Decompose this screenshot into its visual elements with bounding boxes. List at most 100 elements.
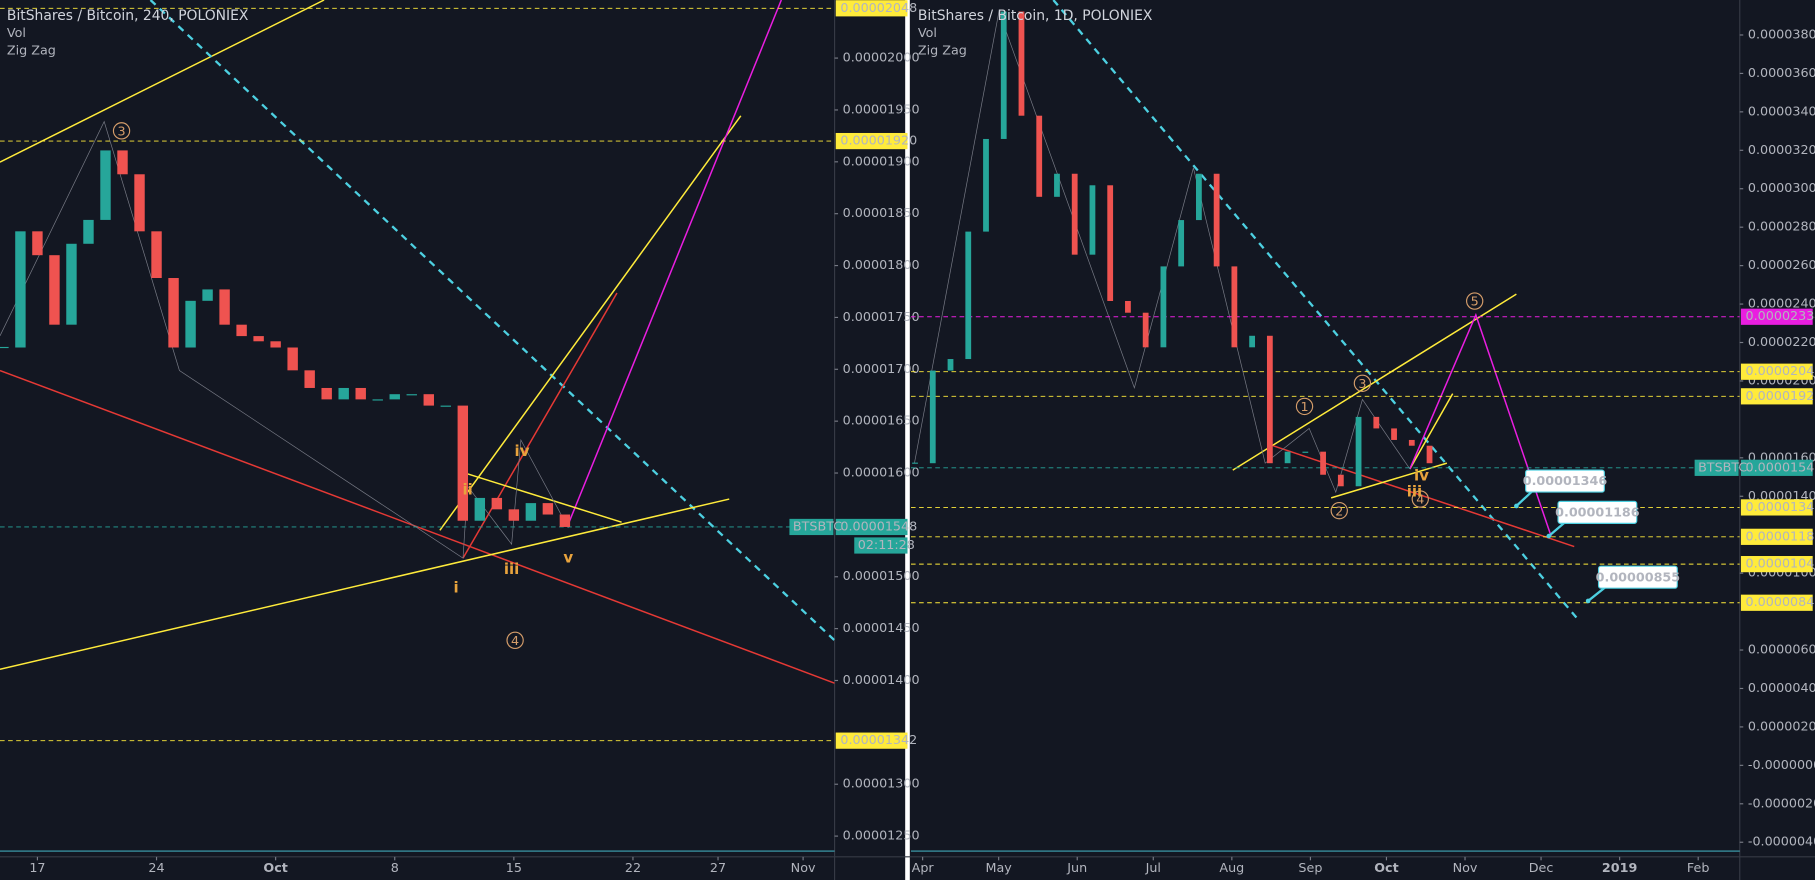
symbol-tag	[789, 518, 834, 536]
countdown-label: 02:11:28	[858, 538, 915, 553]
y-tick-label: 0.00000200	[1748, 719, 1815, 734]
x-tick-label: Dec	[1529, 861, 1554, 876]
price-tag	[1740, 363, 1813, 380]
candle	[1355, 416, 1362, 487]
price-tag-label: 0.00001189	[1746, 529, 1815, 544]
wave-circle	[1295, 397, 1314, 416]
callout-anchor	[1585, 598, 1591, 604]
wave-circle	[1353, 374, 1372, 392]
price-tag-label: 0.00001548	[1746, 460, 1815, 475]
y-tick-label: 0.00001750	[843, 310, 920, 325]
x-tick-label: Aug	[1219, 861, 1244, 876]
y-tick-label: 0.00003000	[1748, 181, 1815, 196]
wave-label: i	[453, 579, 458, 597]
price-tag	[1740, 594, 1813, 611]
x-tick-label: Jun	[1066, 861, 1087, 876]
candle	[423, 394, 434, 406]
wave-label: iv	[1414, 466, 1429, 484]
candle	[100, 150, 111, 220]
candle	[134, 174, 145, 232]
projection-line	[566, 0, 783, 528]
callout-label: 0.00001346	[1523, 474, 1608, 489]
candle	[491, 497, 503, 510]
price-tag-label: 0.00001342	[1746, 500, 1815, 515]
wave-label: 4	[1416, 493, 1424, 508]
candle	[1213, 173, 1220, 267]
zigzag-line	[914, 10, 1411, 494]
callout-box	[1525, 469, 1605, 493]
price-tag-label: 0.00001047	[1746, 557, 1815, 572]
chart-title: BitShares / Bitcoin, 240, POLONIEX	[7, 8, 249, 24]
candle	[1408, 439, 1415, 446]
y-tick-label: 0.00000400	[1748, 681, 1815, 696]
triangle-line	[462, 471, 622, 523]
candle	[1391, 428, 1397, 440]
price-tag	[835, 518, 908, 536]
candle	[1107, 185, 1114, 301]
y-tick-label: 0.00003400	[1748, 104, 1815, 119]
panel	[910, 11, 1740, 604]
candle	[1337, 474, 1344, 487]
candle	[321, 387, 332, 400]
y-tick-label: 0.00001650	[843, 414, 920, 429]
x-tick-label: 15	[506, 861, 522, 876]
y-tick-label: 0.00002200	[1748, 335, 1815, 350]
x-tick-label: Nov	[1453, 861, 1478, 876]
candle	[1142, 312, 1149, 348]
y-tick-label: 0.00002800	[1748, 220, 1815, 235]
candle	[1089, 185, 1096, 255]
candle	[1373, 416, 1380, 429]
price-tag	[1740, 528, 1813, 545]
y-tick-label: 0.00001450	[843, 621, 920, 636]
candle	[457, 405, 469, 521]
indicator-label: Zig Zag	[918, 43, 967, 58]
chart-title: BitShares / Bitcoin, 1D, POLONIEX	[918, 8, 1153, 24]
trend-line	[1232, 293, 1517, 471]
indicator-label: Vol	[918, 26, 937, 41]
candle	[338, 387, 349, 400]
candle	[355, 387, 366, 400]
candle	[304, 370, 315, 388]
price-tag	[835, 0, 908, 17]
candle	[983, 138, 989, 232]
candle	[15, 231, 26, 348]
callout-anchor	[1514, 503, 1519, 509]
x-tick-label: Oct	[1374, 861, 1398, 876]
y-tick-label: 0.00001800	[843, 258, 920, 273]
callout-pointer	[1515, 490, 1534, 507]
symbol-tag	[1694, 459, 1739, 476]
price-tag	[1740, 308, 1813, 325]
price-tag-label: 0.00000846	[1746, 595, 1815, 610]
wave-label: 1	[1300, 400, 1308, 415]
wave-label: 3	[1358, 377, 1366, 392]
y-tick-label: 0.00001250	[843, 829, 920, 844]
candle	[1426, 445, 1433, 464]
panel	[0, 7, 835, 742]
x-tick-label: 24	[148, 861, 164, 876]
y-tick-label: 0.00001500	[843, 569, 920, 584]
callout-pointer	[1548, 521, 1566, 537]
y-tick-label: 0.00001950	[843, 102, 920, 117]
candle	[236, 324, 247, 337]
wave-label: 3	[117, 124, 125, 139]
candle	[1249, 335, 1256, 348]
projection-line	[1409, 312, 1552, 537]
x-tick-label: Apr	[912, 861, 935, 876]
panel-divider	[905, 0, 910, 880]
trend-line	[1330, 462, 1448, 499]
candle	[559, 514, 571, 527]
candle	[202, 289, 213, 301]
candle	[117, 150, 128, 175]
price-tag-label: 0.00002048	[840, 1, 917, 16]
x-tick-label: Jul	[1145, 861, 1161, 876]
price-tag	[1740, 388, 1813, 405]
candle	[185, 300, 196, 348]
x-tick-label: May	[986, 861, 1013, 876]
price-tag	[1740, 459, 1813, 476]
trend-line	[1409, 393, 1454, 470]
wave-label: iii	[1407, 483, 1422, 501]
wave-label: v	[563, 549, 573, 567]
y-tick-label: 0.00001900	[843, 154, 920, 169]
x-tick-label: 8	[391, 861, 399, 876]
